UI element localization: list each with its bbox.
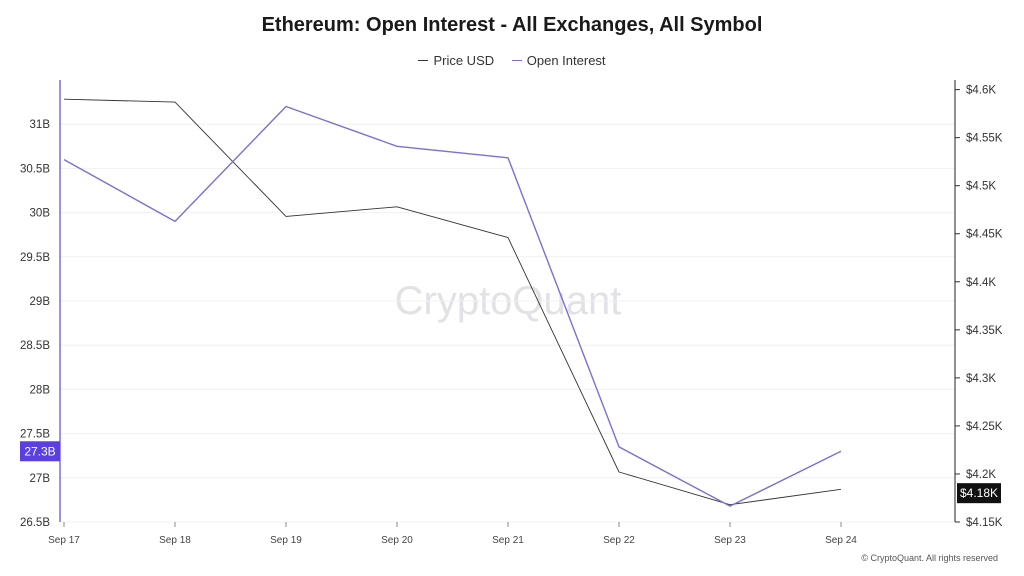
right-tick-label: $4.15K <box>966 517 1003 529</box>
left-last-value-badge <box>20 441 60 462</box>
right-tick-label: $4.6K <box>966 85 996 97</box>
right-tick-label: $4.25K <box>966 421 1003 433</box>
legend: Price USD Open Interest <box>0 49 1024 68</box>
left-tick-label: 27B <box>30 473 51 485</box>
x-tick-label: Sep 23 <box>714 535 746 546</box>
left-last-value-label: 27.3B <box>24 444 55 458</box>
copyright-text: © CryptoQuant. All rights reserved <box>861 553 998 563</box>
x-tick-label: Sep 17 <box>48 535 80 546</box>
x-tick-label: Sep 20 <box>381 535 413 546</box>
series-line-price-usd <box>63 98 842 506</box>
left-tick-label: 29B <box>30 296 51 308</box>
right-last-value-badge <box>957 483 1001 504</box>
left-tick-label: 27.5B <box>20 429 50 441</box>
right-tick-label: $4.4K <box>966 277 996 289</box>
axes-layer: 26.5B 27B 27.5B 28B 28.5B 29B 29.5B 30B 30.5B 31B… <box>20 80 1003 546</box>
left-tick-label: 29.5B <box>20 252 50 264</box>
legend-item-price[interactable]: Price USD <box>418 53 494 68</box>
right-tick-label: $4.35K <box>966 325 1003 337</box>
left-tick-label: 30.5B <box>20 163 50 175</box>
left-tick-label: 28B <box>30 384 51 396</box>
x-tick-label: Sep 19 <box>270 535 302 546</box>
series-layer <box>63 98 842 507</box>
legend-swatch-open-interest <box>511 60 522 61</box>
right-tick-label: $4.2K <box>966 469 996 481</box>
right-last-value-label: $4.18K <box>960 486 998 500</box>
left-tick-label: 28.5B <box>20 340 50 352</box>
x-tick-label: Sep 22 <box>603 535 635 546</box>
right-tick-label: $4.45K <box>966 229 1003 241</box>
x-tick-label: Sep 21 <box>492 535 524 546</box>
legend-label-price: Price USD <box>433 53 495 68</box>
legend-swatch-price <box>418 60 429 61</box>
right-tick-label: $4.5K <box>966 181 996 193</box>
legend-item-open-interest[interactable]: Open Interest <box>511 53 606 68</box>
right-tick-label: $4.3K <box>966 373 996 385</box>
badge-layer: 27.3B $4.18K <box>20 441 1001 504</box>
left-tick-label: 30B <box>30 208 51 220</box>
series-line-open-interest <box>63 105 842 507</box>
x-tick-label: Sep 24 <box>825 535 857 546</box>
left-tick-label: 31B <box>30 119 51 131</box>
x-tick-label: Sep 18 <box>159 535 191 546</box>
legend-label-open-interest: Open Interest <box>526 53 606 68</box>
grid-layer <box>60 123 955 523</box>
left-tick-label: 26.5B <box>20 517 50 529</box>
chart-title: Ethereum: Open Interest - All Exchanges,… <box>261 14 763 36</box>
right-tick-label: $4.55K <box>966 133 1003 145</box>
